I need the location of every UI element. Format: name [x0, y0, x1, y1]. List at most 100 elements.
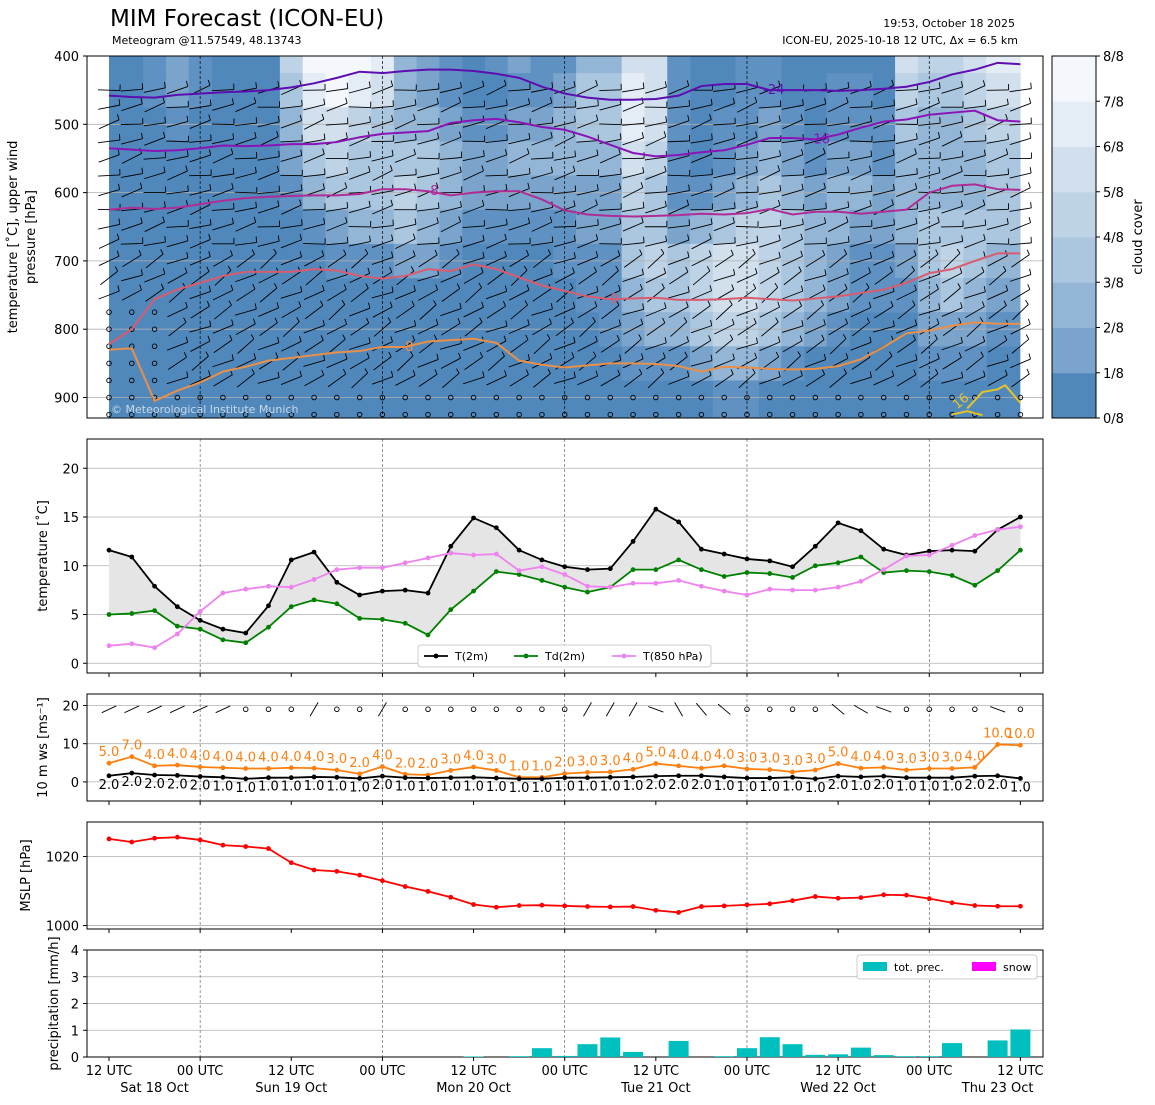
wind-barb — [394, 290, 416, 300]
wind-barb-flag — [528, 98, 531, 105]
wind-barb — [486, 256, 507, 266]
wind-barb-flag — [842, 334, 847, 339]
precip-bar — [736, 1048, 757, 1057]
wind-barb-flag — [411, 300, 415, 307]
precip-bar — [577, 1044, 598, 1057]
wind-barb — [212, 359, 234, 368]
wind-barb-flag — [893, 99, 896, 106]
calm-circle — [129, 394, 135, 401]
wind-barb — [872, 139, 895, 143]
calm-circle — [129, 360, 135, 367]
wind-barb — [873, 291, 895, 300]
wind-barb — [417, 324, 439, 335]
wind-barb — [623, 373, 643, 388]
wind-barb — [303, 325, 325, 334]
wind-barb — [965, 356, 984, 371]
wind-barb-flag — [756, 235, 759, 242]
wind-barb-flag — [821, 369, 825, 375]
cloud-cover-cell — [348, 56, 372, 74]
wind-barb — [782, 340, 803, 353]
wind-barb — [235, 102, 257, 112]
wind-barb-flag — [961, 150, 964, 157]
cloud-cover-cell — [667, 56, 691, 74]
data-label: 4.0 — [167, 747, 188, 762]
wind-barb-flag — [164, 116, 166, 123]
data-label: 4.0 — [258, 751, 279, 766]
wind-barb — [417, 172, 439, 179]
wind-barb — [166, 225, 189, 228]
data-point — [334, 567, 340, 573]
wind-barb — [941, 86, 963, 94]
wind-barb — [919, 323, 940, 335]
data-point — [402, 775, 408, 781]
wind-barb — [304, 255, 324, 267]
wind-barb-flag — [640, 318, 644, 325]
wind-barb — [941, 156, 963, 161]
wind-barb — [761, 287, 778, 304]
wind-panel-ylabel-line: 10 m ws [ms⁻¹] — [36, 697, 51, 798]
wind-barb-flag — [730, 249, 734, 255]
wind-barb — [897, 339, 916, 353]
wind-barb — [601, 305, 620, 320]
wind-barb-flag — [845, 216, 849, 223]
wind-barb-flag — [208, 370, 211, 377]
wind-barb-flag — [596, 285, 599, 292]
wind-barb — [1012, 304, 1029, 321]
wind-barb-flag — [639, 249, 643, 255]
data-point — [174, 762, 180, 768]
wind-barb — [645, 307, 667, 317]
calm-circle — [151, 309, 158, 315]
wind-barb-flag — [527, 319, 530, 326]
data-label: 1.0 — [304, 779, 325, 794]
wind-barb-flag — [230, 284, 234, 291]
wind-barb — [713, 358, 735, 368]
data-label: 3.0 — [486, 752, 507, 767]
calm-circle — [425, 411, 431, 418]
isotherm-line--24: -24 — [108, 61, 1021, 101]
data-point — [995, 773, 1001, 779]
data-point — [904, 775, 909, 781]
wind-barb — [371, 239, 393, 248]
wind-barb-flag — [368, 166, 371, 172]
data-point — [266, 603, 271, 609]
wind-barb — [124, 705, 140, 714]
data-point — [266, 624, 271, 630]
wind-barb — [464, 356, 483, 371]
data-point — [425, 775, 431, 781]
wind-barb — [827, 102, 849, 113]
xtick-label: 00 UTC — [359, 1064, 405, 1079]
wind-barb — [531, 172, 553, 179]
data-label: 4.0 — [304, 750, 325, 765]
wind-barb-flag — [504, 114, 507, 121]
wind-barb — [442, 372, 460, 388]
wind-barb-flag — [273, 283, 278, 289]
wind-barb-flag — [116, 114, 120, 120]
wind-barb — [282, 321, 300, 338]
wind-barb — [669, 271, 689, 285]
data-point — [790, 564, 795, 570]
wind-barb — [918, 137, 940, 146]
wind-barb — [212, 153, 234, 164]
data-point — [243, 776, 249, 782]
copyright-text: © Meteorological Institute Munich — [111, 403, 298, 416]
wind-barb — [806, 339, 825, 354]
wind-barb — [1009, 242, 1032, 246]
data-label: 1.0 — [1010, 780, 1031, 795]
wind-barb — [372, 306, 393, 318]
colorbar-band — [1052, 372, 1096, 419]
data-point — [243, 766, 249, 771]
wind-barb-flag — [639, 368, 643, 375]
wind-barb — [828, 221, 849, 232]
isotherm-path — [108, 61, 1021, 101]
wind-barb-flag — [687, 114, 690, 121]
wind-barb — [577, 85, 598, 96]
data-label: 3.0 — [440, 752, 461, 767]
wind-barb — [100, 270, 118, 286]
wind-barb-flag — [160, 249, 164, 255]
wind-barb-flag — [300, 184, 303, 191]
colorbar-tick-label: 1/8 — [1103, 367, 1124, 382]
wind-barb — [918, 242, 941, 246]
wind-barb-flag — [779, 150, 781, 157]
wind-barb-flag — [231, 98, 234, 105]
cloud-cover-cell — [917, 56, 942, 74]
